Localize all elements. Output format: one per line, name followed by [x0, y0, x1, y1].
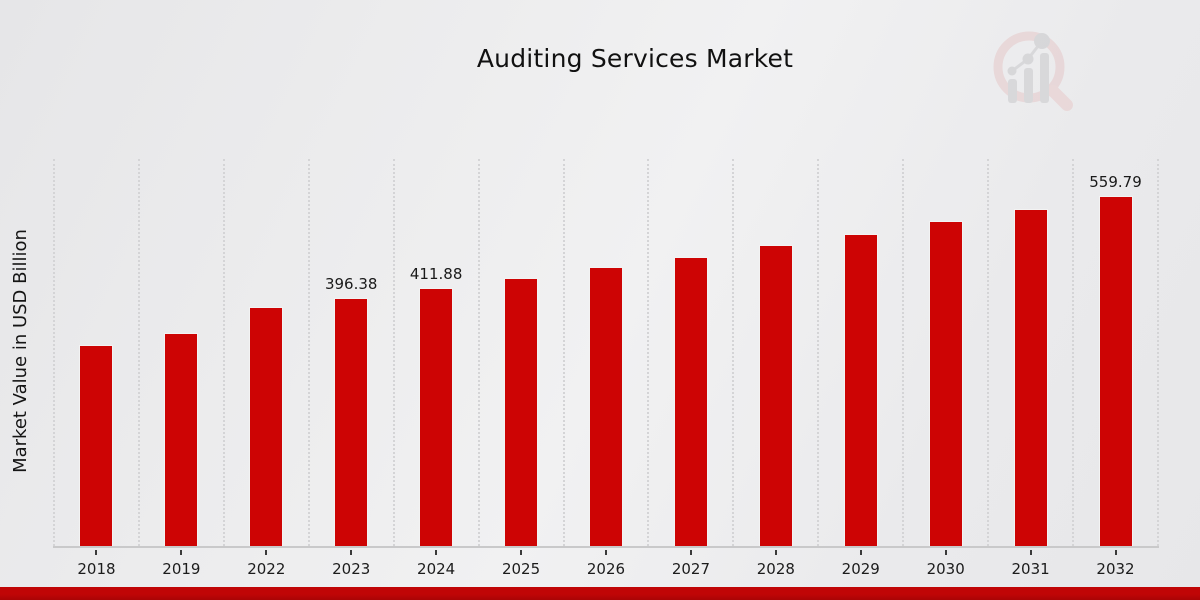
bar-slot-2027: 2027: [647, 159, 732, 578]
bar-2019: [164, 332, 199, 546]
bar-slot-2019: 2019: [137, 159, 223, 578]
x-axis-label-2028: 2028: [756, 560, 795, 578]
bar-2024: [419, 287, 454, 546]
y-axis-label: Market Value in USD Billion: [10, 229, 31, 473]
bar-slot-2032: 559.79 2032: [1072, 159, 1159, 578]
bar-2025: [504, 277, 539, 546]
x-axis-label-2031: 2031: [1011, 560, 1050, 578]
bar-slot-2023: 396.38 2023: [307, 159, 393, 578]
x-axis-label-2030: 2030: [926, 560, 965, 578]
footer-red-strip: [0, 587, 1200, 600]
bar-slot-2031: 2031: [987, 159, 1072, 578]
x-axis-tick-2029: [859, 550, 862, 555]
x-axis-tick-2028: [774, 550, 777, 555]
x-axis-tick-2018: [95, 550, 98, 555]
x-axis-label-2029: 2029: [841, 560, 880, 578]
bar-slot-2018: 2018: [53, 159, 138, 578]
x-axis-tick-2025: [520, 550, 523, 555]
x-axis-tick-2030: [944, 550, 947, 555]
bar-slot-2026: 2026: [562, 159, 648, 578]
x-axis-label-2022: 2022: [247, 560, 286, 578]
bar-2028: [758, 245, 793, 546]
bar-slot-2025: 2025: [477, 159, 563, 578]
x-axis-label-2026: 2026: [586, 560, 626, 578]
x-axis-tick-2024: [435, 550, 438, 555]
bar-slot-2024: 411.88 2024: [392, 159, 478, 578]
x-axis-label-2032: 2032: [1096, 560, 1135, 578]
x-axis-tick-2031: [1029, 550, 1032, 555]
bar-2032: [1098, 195, 1133, 546]
value-label-2032: 559.79: [1089, 172, 1142, 191]
chart-title: Auditing Services Market: [476, 44, 794, 73]
x-axis-label-2027: 2027: [671, 560, 710, 578]
bar-2022: [249, 306, 284, 546]
x-axis-tick-2019: [180, 550, 183, 555]
bar-2031: [1013, 208, 1048, 546]
magnifier-bar-chart-logo-icon: [993, 31, 1073, 111]
bar-2030: [928, 221, 963, 546]
x-axis-label-2019: 2019: [162, 560, 201, 578]
x-axis-label-2024: 2024: [417, 560, 456, 578]
bar-2018: [79, 345, 114, 546]
x-axis-tick-2032: [1114, 550, 1117, 555]
bar-slot-2022: 2022: [222, 159, 308, 578]
bar-2027: [673, 256, 708, 546]
x-axis-label-2023: 2023: [332, 560, 371, 578]
x-axis-label-2025: 2025: [501, 560, 541, 578]
x-axis-tick-2026: [604, 550, 607, 555]
bar-slot-2028: 2028: [732, 159, 817, 578]
bar-2029: [843, 233, 878, 546]
x-axis-tick-2023: [350, 550, 353, 555]
bar-slot-2029: 2029: [817, 159, 902, 578]
value-label-2023: 396.38: [324, 274, 378, 293]
x-axis-tick-2022: [265, 550, 268, 555]
bar-2026: [588, 267, 623, 546]
bar-2023: [334, 297, 369, 546]
value-label-2024: 411.88: [409, 264, 463, 283]
x-axis-tick-2027: [689, 550, 692, 555]
bar-chart-plot-area: 2018 2019 2022 396.38 2023 411.88 2024 2025 2026…: [53, 159, 1159, 578]
bar-slot-2030: 2030: [902, 159, 987, 578]
x-axis-label-2018: 2018: [77, 560, 116, 578]
